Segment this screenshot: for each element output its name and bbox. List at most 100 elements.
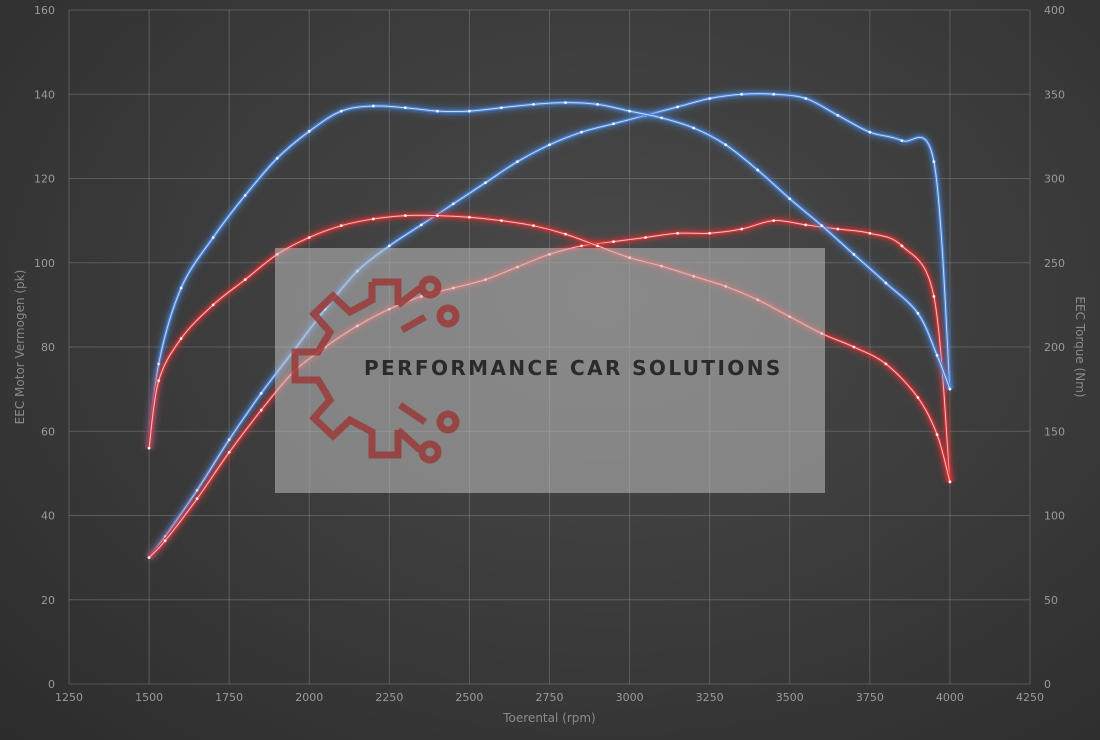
data-point — [948, 387, 952, 391]
data-point — [387, 244, 391, 248]
data-point — [259, 408, 263, 412]
data-point — [612, 240, 615, 244]
data-point — [916, 311, 920, 315]
data-point — [676, 231, 680, 235]
y-left-tick-label: 60 — [41, 425, 55, 438]
data-point — [435, 109, 439, 113]
data-point — [419, 223, 423, 227]
data-point — [307, 129, 311, 133]
data-point — [307, 236, 311, 239]
data-point — [852, 252, 856, 256]
y-left-tick-label: 40 — [41, 510, 55, 523]
y-left-tick-label: 160 — [34, 4, 55, 17]
y-left-tick-label: 120 — [34, 173, 55, 186]
data-point — [628, 109, 631, 113]
series-highlight — [148, 102, 951, 449]
data-point — [243, 193, 247, 197]
data-point — [468, 215, 471, 219]
data-point — [259, 391, 263, 395]
data-point — [740, 227, 744, 231]
data-point — [179, 286, 183, 290]
data-point — [500, 106, 503, 110]
data-point — [403, 214, 407, 217]
x-tick-label: 1250 — [55, 691, 83, 704]
data-point — [916, 396, 920, 399]
data-point — [900, 139, 904, 142]
data-point — [516, 160, 519, 164]
data-point — [179, 337, 183, 340]
data-point — [724, 143, 728, 147]
data-point — [484, 181, 487, 185]
data-point — [596, 244, 599, 248]
data-point — [195, 497, 199, 501]
y-right-tick-label: 300 — [1044, 173, 1065, 186]
data-point — [548, 143, 551, 147]
series-3 — [145, 98, 954, 450]
data-point — [708, 231, 712, 235]
data-point — [275, 156, 279, 160]
gear-logo-icon — [291, 275, 460, 464]
data-point — [157, 379, 161, 383]
data-point — [339, 224, 343, 228]
data-point — [371, 217, 375, 221]
y-axis-left-title: EEC Motor Vermogen (pk) — [13, 270, 27, 425]
data-point — [580, 244, 583, 248]
data-point — [868, 231, 872, 235]
data-point — [772, 219, 776, 223]
data-point — [211, 236, 215, 239]
y-right-tick-label: 250 — [1044, 257, 1065, 270]
data-point — [147, 556, 151, 560]
data-point — [836, 227, 840, 231]
data-point — [868, 130, 872, 134]
watermark: PERFORMANCE CAR SOLUTIONS — [275, 248, 825, 493]
y-right-tick-label: 50 — [1044, 594, 1058, 607]
data-point — [243, 278, 247, 281]
x-tick-label: 2250 — [375, 691, 403, 704]
y-left-tick-label: 20 — [41, 594, 55, 607]
tick-layer: 1250 1500 1750 2000 2250 2500 2750 3000 3250 3500… — [34, 4, 1065, 704]
y-axis-right-title: EEC Torque (Nm) — [1073, 296, 1087, 397]
data-point — [948, 480, 952, 484]
data-point — [227, 438, 231, 442]
data-point — [852, 345, 856, 349]
x-tick-label: 4000 — [936, 691, 964, 704]
data-point — [820, 224, 824, 228]
data-point — [435, 214, 439, 217]
data-point — [932, 160, 936, 164]
x-tick-label: 2750 — [536, 691, 564, 704]
data-point — [708, 97, 712, 100]
data-point — [612, 122, 615, 126]
x-tick-label: 3500 — [776, 691, 804, 704]
y-right-tick-label: 100 — [1044, 510, 1065, 523]
data-point — [596, 102, 599, 106]
x-axis-title: Toerental (rpm) — [502, 711, 595, 725]
data-point — [468, 109, 471, 113]
y-right-tick-label: 350 — [1044, 88, 1065, 101]
data-point — [788, 197, 792, 201]
series-4 — [145, 211, 954, 484]
data-point — [532, 102, 535, 106]
y-left-tick-label: 80 — [41, 341, 55, 354]
data-point — [676, 105, 680, 109]
y-right-tick-label: 0 — [1044, 678, 1051, 691]
data-point — [564, 232, 567, 236]
y-right-tick-label: 400 — [1044, 4, 1065, 17]
data-point — [580, 130, 583, 134]
data-point — [644, 236, 647, 239]
data-point — [660, 116, 664, 120]
series-highlight — [148, 214, 951, 482]
data-point — [900, 244, 904, 248]
data-point — [935, 354, 939, 357]
data-point — [500, 219, 503, 223]
y-right-tick-label: 200 — [1044, 341, 1065, 354]
data-point — [371, 104, 375, 108]
data-point — [147, 446, 151, 450]
data-point — [339, 109, 343, 113]
x-tick-label: 4250 — [1016, 691, 1044, 704]
data-point — [211, 303, 215, 307]
watermark-panel — [275, 248, 825, 493]
watermark-text: PERFORMANCE CAR SOLUTIONS — [364, 356, 783, 380]
y-left-tick-label: 140 — [34, 88, 55, 101]
